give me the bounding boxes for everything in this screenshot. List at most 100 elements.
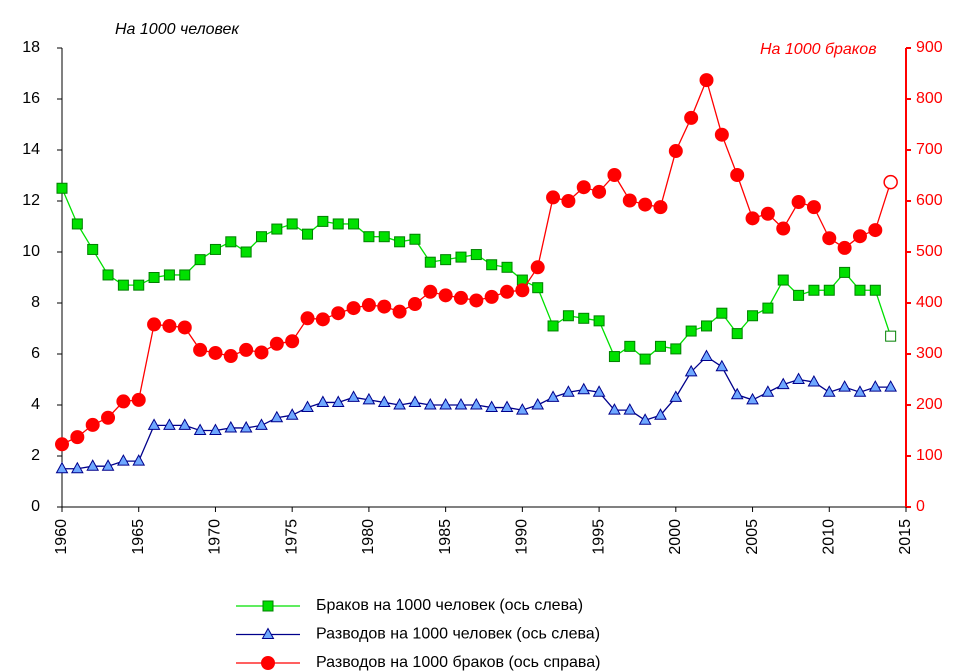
marker <box>363 231 375 243</box>
marker <box>148 272 160 283</box>
marker <box>440 254 452 266</box>
marker <box>225 236 237 248</box>
marker <box>501 261 513 273</box>
marker <box>87 243 99 255</box>
marker <box>255 231 267 243</box>
marker <box>178 418 192 430</box>
marker <box>147 317 162 332</box>
marker <box>578 312 590 324</box>
marker <box>562 310 574 322</box>
marker <box>486 259 498 271</box>
y2-tick-label: 600 <box>916 192 943 209</box>
marker <box>561 194 576 208</box>
marker <box>408 395 422 407</box>
marker <box>423 284 438 299</box>
y-tick-label: 14 <box>22 141 40 158</box>
marker <box>117 279 129 291</box>
marker <box>654 340 666 352</box>
y-tick-label: 0 <box>31 498 40 515</box>
legend-label: Разводов на 1000 браков (ось справа) <box>316 654 600 671</box>
x-tick-label: 1980 <box>360 519 377 555</box>
marker <box>885 330 897 342</box>
marker <box>530 260 545 275</box>
x-tick-label: 2010 <box>820 519 837 555</box>
legend-marker <box>261 656 275 670</box>
marker <box>117 454 130 466</box>
marker <box>715 359 729 372</box>
marker <box>731 328 743 340</box>
marker <box>791 195 806 210</box>
marker <box>193 342 208 357</box>
marker <box>55 461 69 474</box>
marker <box>500 400 514 413</box>
legend-marker <box>261 627 275 639</box>
marker <box>270 410 284 423</box>
marker <box>823 284 835 296</box>
marker <box>532 282 544 294</box>
marker <box>162 318 177 333</box>
marker <box>838 380 851 392</box>
marker <box>102 269 114 281</box>
legend-marker <box>262 600 274 612</box>
marker <box>746 392 759 405</box>
x-tick-label: 1965 <box>130 519 147 555</box>
marker <box>55 437 69 452</box>
marker <box>70 461 84 474</box>
marker <box>300 311 315 326</box>
marker <box>286 218 298 230</box>
marker <box>761 385 775 397</box>
marker <box>271 223 283 235</box>
marker <box>516 403 529 415</box>
x-tick-label: 1985 <box>437 519 454 555</box>
marker <box>454 397 468 410</box>
marker <box>163 269 175 281</box>
marker <box>701 320 713 332</box>
marker <box>806 200 821 215</box>
marker <box>147 418 161 430</box>
y-tick-label: 4 <box>31 396 40 413</box>
marker <box>884 380 898 392</box>
marker <box>346 301 361 316</box>
marker <box>101 459 115 471</box>
marker <box>868 380 882 392</box>
marker <box>194 254 206 266</box>
y-tick-label: 12 <box>22 192 40 209</box>
marker <box>546 190 561 205</box>
marker <box>362 392 376 405</box>
marker <box>407 297 422 312</box>
marker <box>593 315 605 327</box>
marker <box>132 454 146 466</box>
y-tick-label: 10 <box>22 243 40 260</box>
marker <box>852 229 867 244</box>
marker <box>348 218 360 230</box>
marker <box>56 182 68 194</box>
marker <box>762 302 774 314</box>
y-tick-label: 18 <box>22 39 40 56</box>
x-tick-label: 1995 <box>590 519 607 555</box>
x-tick-label: 1970 <box>207 519 224 555</box>
marker <box>409 233 421 245</box>
marker <box>747 310 759 322</box>
legend-label: Разводов на 1000 человек (ось слева) <box>316 626 600 643</box>
y-tick-label: 16 <box>22 90 40 107</box>
marker <box>777 274 789 286</box>
x-tick-label: 1960 <box>53 519 70 555</box>
marker <box>393 397 406 410</box>
marker <box>455 251 467 263</box>
y-tick-label: 6 <box>31 345 40 362</box>
marker <box>562 385 575 397</box>
x-tick-label: 2000 <box>667 519 684 555</box>
marker <box>469 293 484 308</box>
marker <box>116 394 131 409</box>
marker <box>331 306 346 321</box>
marker <box>623 403 637 415</box>
marker <box>776 221 791 236</box>
marker <box>654 408 667 420</box>
y2-tick-label: 900 <box>916 39 943 56</box>
marker <box>854 284 866 296</box>
marker <box>394 236 406 248</box>
marker <box>670 343 682 355</box>
y2-tick-label: 0 <box>916 498 925 515</box>
y2-tick-label: 400 <box>916 294 943 311</box>
marker <box>822 231 837 246</box>
